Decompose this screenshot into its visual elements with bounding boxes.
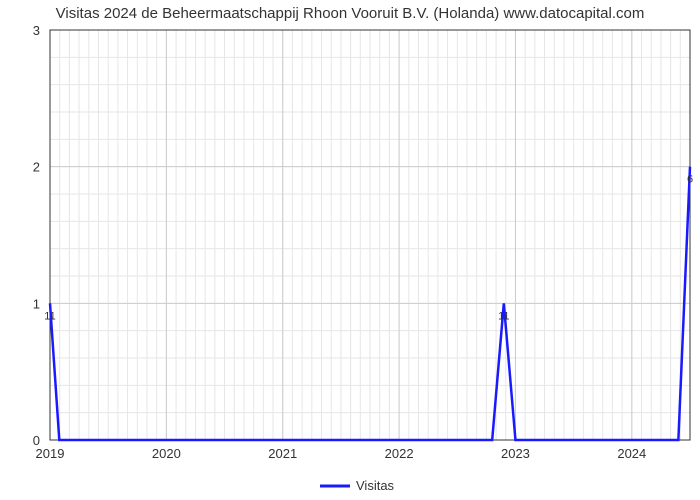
point-label: 6 bbox=[687, 174, 693, 186]
y-tick-label: 1 bbox=[33, 296, 40, 311]
chart-svg: 012320192020202120222023202411116Visitas… bbox=[0, 0, 700, 500]
y-tick-label: 3 bbox=[33, 23, 40, 38]
chart-title: Visitas 2024 de Beheermaatschappij Rhoon… bbox=[56, 5, 645, 22]
chart-bg bbox=[0, 0, 700, 500]
x-tick-label: 2021 bbox=[268, 446, 297, 461]
x-tick-label: 2022 bbox=[385, 446, 414, 461]
visits-chart: 012320192020202120222023202411116Visitas… bbox=[0, 0, 700, 500]
legend-label: Visitas bbox=[356, 478, 395, 493]
y-tick-label: 2 bbox=[33, 160, 40, 175]
x-tick-label: 2019 bbox=[36, 446, 65, 461]
x-tick-label: 2024 bbox=[617, 446, 646, 461]
point-label: 11 bbox=[44, 310, 55, 322]
x-tick-label: 2020 bbox=[152, 446, 181, 461]
x-tick-label: 2023 bbox=[501, 446, 530, 461]
point-label: 11 bbox=[498, 310, 509, 322]
